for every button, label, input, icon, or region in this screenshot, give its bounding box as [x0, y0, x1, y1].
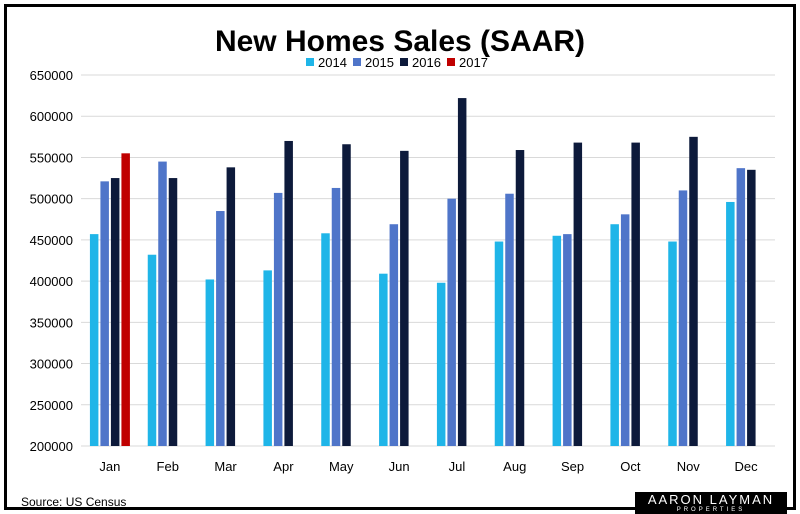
bar-2016-Mar: [226, 167, 236, 446]
bar-2016-Jan: [110, 178, 120, 446]
legend-label-2015: 2015: [365, 55, 394, 70]
bar-2015-Nov: [678, 190, 688, 446]
bar-2016-Sep: [573, 142, 583, 446]
bar-2015-Feb: [158, 161, 167, 446]
bar-2015-Mar: [216, 211, 225, 446]
y-axis: 200000 250000 300000 350000 400000 450000 5000…: [30, 68, 73, 454]
bar-2015-Aug: [505, 193, 514, 446]
legend-swatch-2016: [400, 58, 408, 66]
y-tick-label: 550000: [30, 150, 73, 165]
x-category-label: Jan: [99, 459, 120, 474]
bar-2014-Mar: [205, 279, 215, 446]
y-tick-label: 400000: [30, 274, 73, 289]
chart-frame: New Homes Sales (SAAR) 200000 250000 30000…: [4, 4, 796, 514]
y-tick-label: 200000: [30, 439, 73, 454]
legend-swatch-2015: [353, 58, 361, 66]
x-category-label: Nov: [677, 459, 701, 474]
bar-2016-Dec: [747, 169, 756, 446]
legend-swatch-2017: [447, 58, 455, 66]
bar-2016-Apr: [284, 140, 293, 446]
bar-2014-Aug: [494, 241, 504, 446]
source-note: Source: US Census: [21, 495, 127, 509]
x-category-label: May: [329, 459, 354, 474]
bar-2014-Jun: [379, 273, 388, 446]
x-category-label: Aug: [503, 459, 526, 474]
bar-2016-Jun: [400, 150, 409, 446]
y-tick-label: 250000: [30, 398, 73, 413]
bar-2016-Nov: [689, 136, 698, 446]
y-tick-label: 350000: [30, 315, 73, 330]
x-axis: Jan Feb Mar Apr May Jun Jul Aug Sep Oct Nov Dec: [99, 459, 758, 474]
bar-2014-Oct: [610, 224, 619, 446]
bar-2014-Jan: [89, 234, 99, 446]
bar-2015-Apr: [273, 192, 283, 446]
chart-title: New Homes Sales (SAAR): [215, 25, 585, 58]
bar-2015-May: [331, 187, 341, 446]
bar-2015-Sep: [563, 234, 572, 446]
legend-swatch-2014: [306, 58, 314, 66]
bar-2014-Jul: [436, 282, 446, 446]
bar-2015-Oct: [620, 214, 630, 446]
bar-2014-Sep: [552, 235, 562, 446]
bar-2014-Feb: [147, 254, 157, 446]
x-category-label: Oct: [620, 459, 641, 474]
bar-2015-Jun: [389, 224, 399, 446]
y-tick-label: 300000: [30, 357, 73, 372]
bar-2014-May: [321, 233, 330, 446]
bar-2014-Dec: [726, 201, 735, 446]
bar-2016-Feb: [168, 178, 178, 446]
logo-main-text: AARON LAYMAN: [647, 492, 775, 507]
x-category-label: Sep: [561, 459, 584, 474]
chart-svg: New Homes Sales (SAAR) 200000 250000 30000…: [30, 25, 775, 474]
legend-label-2017: 2017: [459, 55, 488, 70]
x-category-label: Dec: [735, 459, 759, 474]
logo-sub-text: PROPERTIES: [676, 507, 746, 513]
bar-2015-Jan: [100, 181, 109, 446]
bar-2016-Oct: [631, 142, 640, 446]
bar-2015-Dec: [736, 168, 746, 446]
x-category-label: Mar: [214, 459, 237, 474]
y-tick-label: 600000: [30, 109, 73, 124]
y-tick-label: 650000: [30, 68, 73, 83]
bar-2015-Jul: [447, 198, 456, 446]
bar-2016-Aug: [515, 150, 525, 446]
bar-2016-May: [342, 144, 351, 446]
brand-logo: AARON LAYMAN PROPERTIES: [635, 492, 787, 514]
bar-2016-Jul: [457, 98, 467, 446]
bar-2014-Nov: [668, 241, 677, 446]
plot-area: [89, 98, 756, 446]
legend-label-2014: 2014: [318, 55, 347, 70]
bar-2017-Jan: [121, 153, 130, 446]
legend-label-2016: 2016: [412, 55, 441, 70]
x-category-label: Apr: [273, 459, 294, 474]
x-category-label: Jul: [449, 459, 466, 474]
legend: 2014 2015 2016 2017: [306, 55, 488, 70]
x-category-label: Jun: [389, 459, 410, 474]
grid: [81, 74, 775, 447]
x-category-label: Feb: [157, 459, 179, 474]
y-tick-label: 500000: [30, 192, 73, 207]
bar-2014-Apr: [263, 270, 272, 446]
y-tick-label: 450000: [30, 233, 73, 248]
